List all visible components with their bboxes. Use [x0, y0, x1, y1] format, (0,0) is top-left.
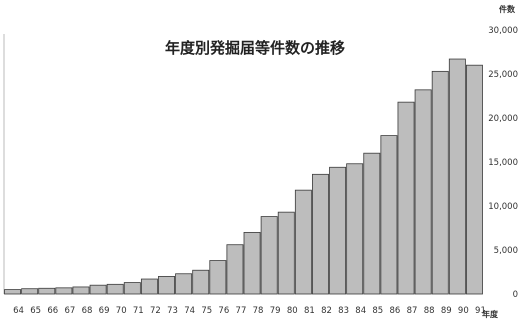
bar-68 [72, 286, 90, 295]
bar-73 [158, 275, 175, 295]
x-tick-label-87: 87 [407, 306, 418, 316]
y-tick-label-20000: 20,000 [488, 114, 518, 124]
x-tick-label-73: 73 [167, 306, 178, 316]
x-tick-label-72: 72 [150, 306, 161, 316]
x-tick-label-66: 66 [47, 306, 58, 316]
x-tick-label-75: 75 [201, 306, 212, 316]
bar-74 [175, 273, 193, 295]
x-tick-label-74: 74 [184, 306, 195, 316]
x-tick-label-89: 89 [441, 306, 452, 316]
bar-90 [448, 58, 466, 295]
bar-80 [277, 211, 295, 295]
y-tick-labels: 0 5,000 10,000 15,000 20,000 25,000 30,000 [488, 26, 518, 300]
bar-67 [55, 287, 73, 295]
bar-70 [106, 283, 124, 295]
x-tick-label-70: 70 [116, 306, 127, 316]
bar-88 [414, 89, 432, 295]
bar-66 [38, 287, 56, 295]
bar-83 [329, 166, 347, 295]
x-tick-label-68: 68 [82, 306, 93, 316]
y-axis-unit-label: 件数 [499, 4, 516, 14]
x-tick-labels: 64 65 66 67 68 69 70 71 72 73 74 75 76 77 78 79 80 81 82 83… [13, 306, 486, 316]
y-tick-label-15000: 15,000 [488, 158, 518, 168]
bar-84 [346, 163, 364, 295]
x-tick-label-65: 65 [30, 306, 41, 316]
x-tick-label-67: 67 [64, 306, 75, 316]
x-tick-label-69: 69 [99, 306, 110, 316]
bar-91 [465, 64, 483, 295]
bar-86 [380, 135, 398, 295]
y-tick-label-0: 0 [513, 290, 518, 300]
bar-89 [431, 70, 449, 295]
x-axis-unit-label: 年度 [482, 309, 499, 319]
bar-69 [89, 284, 107, 295]
y-tick-label-5000: 5,000 [494, 246, 518, 256]
bar-79 [260, 216, 278, 295]
x-tick-label-83: 83 [338, 306, 349, 316]
y-tick-label-30000: 30,000 [488, 26, 518, 36]
x-tick-label-82: 82 [321, 306, 332, 316]
x-tick-label-71: 71 [133, 306, 144, 316]
x-tick-label-79: 79 [270, 306, 281, 316]
x-tick-label-64: 64 [13, 306, 24, 316]
bar-87 [397, 101, 415, 295]
bar-77 [226, 244, 244, 295]
x-tick-label-78: 78 [253, 306, 264, 316]
bar-76 [209, 260, 227, 295]
x-tick-label-86: 86 [389, 306, 400, 316]
bar-65 [21, 288, 39, 295]
bars [4, 58, 483, 295]
x-tick-label-80: 80 [287, 306, 298, 316]
x-tick-label-85: 85 [372, 306, 383, 316]
bar-71 [123, 282, 141, 295]
x-tick-label-90: 90 [458, 306, 469, 316]
x-tick-label-88: 88 [424, 306, 435, 316]
bar-85 [363, 152, 381, 295]
bar-82 [312, 173, 329, 295]
x-tick-label-91: 91 [475, 306, 486, 316]
bar-64 [4, 289, 22, 295]
x-tick-label-77: 77 [236, 306, 247, 316]
bar-78 [243, 231, 261, 295]
bar-81 [294, 189, 312, 295]
bar-75 [192, 269, 210, 295]
bar-72 [140, 278, 158, 295]
y-tick-label-25000: 25,000 [488, 70, 518, 80]
y-tick-label-10000: 10,000 [488, 202, 518, 212]
x-tick-label-81: 81 [304, 306, 315, 316]
x-tick-label-84: 84 [355, 306, 366, 316]
x-tick-label-76: 76 [218, 306, 229, 316]
chart-title: 年度別発掘届等件数の推移 [165, 39, 345, 57]
